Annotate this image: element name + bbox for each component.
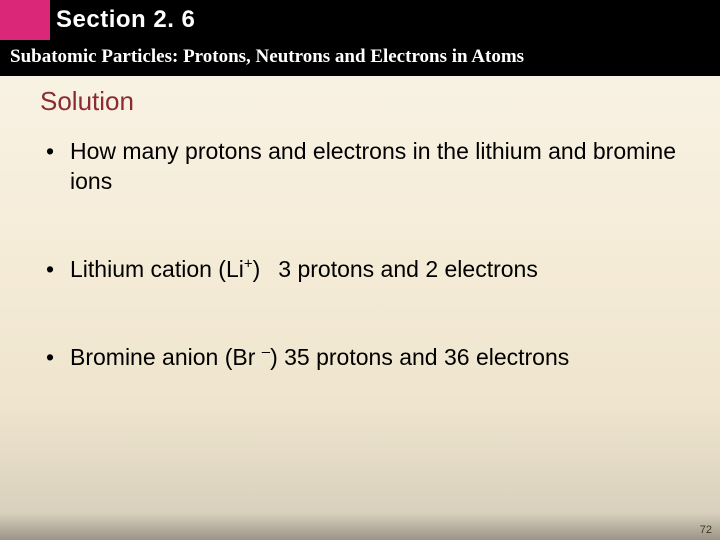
- bullet-rest: 35 protons and 36 electrons: [284, 344, 569, 370]
- bullet-rest: 3 protons and 2 electrons: [278, 256, 538, 282]
- bullet-item: How many protons and electrons in the li…: [70, 137, 720, 197]
- solution-heading: Solution: [40, 86, 720, 117]
- bullet-prefix: Bromine anion (Br: [70, 344, 262, 370]
- content-area: Solution How many protons and electrons …: [0, 76, 720, 373]
- superscript: +: [244, 255, 253, 272]
- header-band: Section 2. 6: [0, 0, 720, 40]
- bullet-after-sup: ): [253, 256, 261, 282]
- subtitle-band: Subatomic Particles: Protons, Neutrons a…: [0, 40, 720, 76]
- accent-block: [0, 0, 50, 40]
- bullet-text: How many protons and electrons in the li…: [70, 138, 676, 194]
- bullet-after-sup: ): [270, 344, 278, 370]
- bullet-item: Bromine anion (Br –) 35 protons and 36 e…: [70, 343, 720, 373]
- bullet-list: How many protons and electrons in the li…: [40, 137, 720, 373]
- superscript: –: [262, 343, 270, 360]
- section-title: Section 2. 6: [50, 0, 720, 40]
- page-number: 72: [700, 524, 712, 536]
- bullet-item: Lithium cation (Li+) 3 protons and 2 elec…: [70, 255, 720, 285]
- bullet-prefix: Lithium cation (Li: [70, 256, 244, 282]
